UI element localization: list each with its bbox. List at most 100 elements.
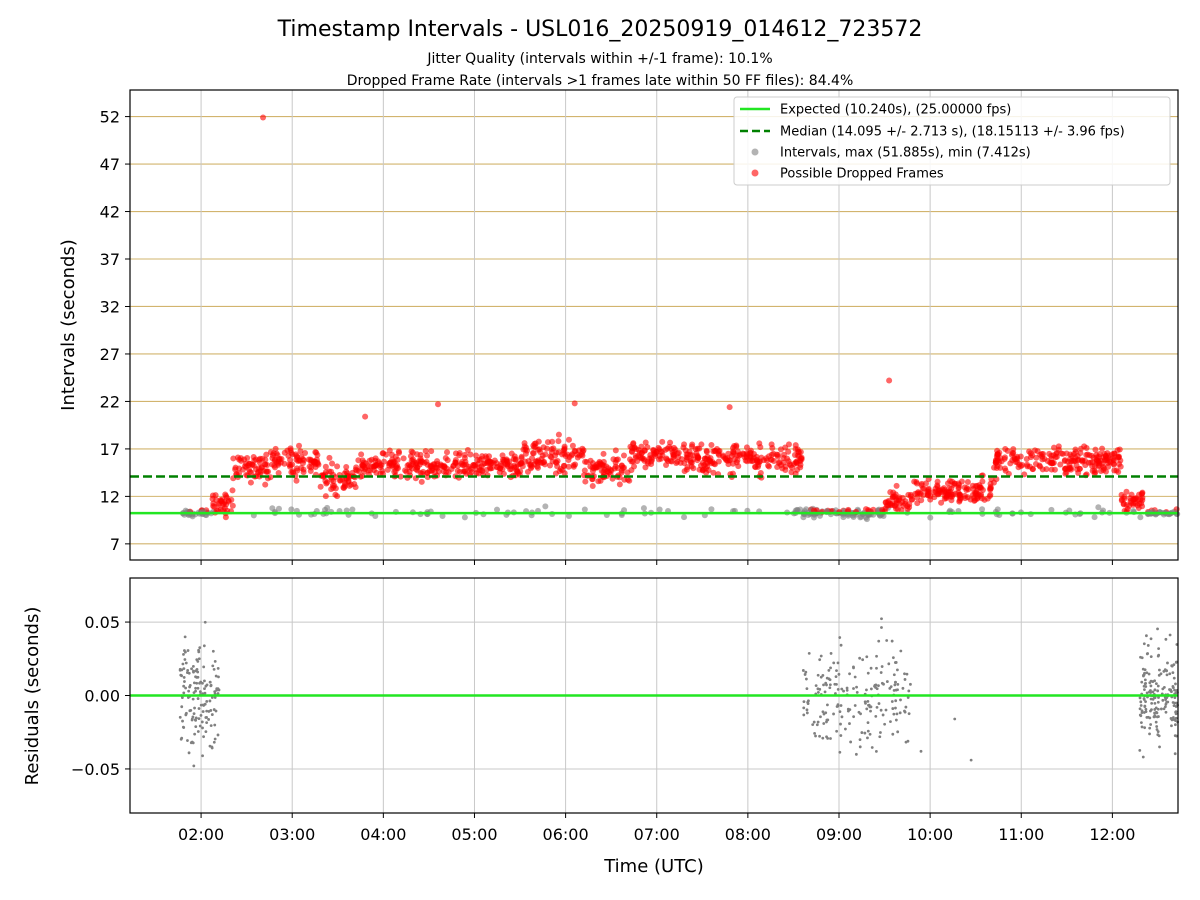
residual-point [883, 722, 887, 726]
dropped-frame-point [372, 462, 379, 469]
dropped-frame-point [1039, 456, 1046, 463]
residual-point [825, 720, 828, 724]
dropped-frame-point [414, 467, 421, 474]
dropped-frame-point [668, 458, 675, 465]
residual-point [1146, 644, 1150, 647]
residual-point [855, 685, 858, 689]
residual-point [874, 686, 877, 689]
residual-point [1156, 707, 1160, 711]
residual-point [1172, 704, 1176, 708]
dropped-frame-point [534, 464, 541, 471]
dropped-frame-point [703, 448, 710, 455]
dropped-frame-point [1016, 461, 1023, 468]
residual-point [858, 656, 862, 660]
dropped-frame-point [222, 514, 229, 521]
dropped-frame-point [472, 466, 479, 473]
residual-point [899, 698, 902, 702]
dropped-frame-point [1074, 466, 1081, 473]
dropped-frame-point [777, 446, 784, 453]
dropped-frame-point [508, 450, 515, 457]
dropped-frame-point [944, 480, 951, 487]
residual-point [874, 749, 878, 753]
dropped-frame-point [326, 454, 333, 461]
dropped-frame-point [263, 468, 270, 475]
residual-point [823, 690, 827, 694]
interval-point [349, 506, 356, 513]
x-tick-label: 02:00 [178, 825, 224, 844]
residual-point [198, 724, 202, 728]
dropped-frame-point [409, 456, 416, 463]
dropped-frame-point [1101, 457, 1108, 464]
residual-point [188, 685, 192, 689]
residual-point [203, 691, 207, 695]
dropped-frame-point [638, 450, 645, 457]
residuals-points [178, 617, 1180, 768]
residual-point [818, 687, 822, 691]
residuals-y-ticks: 0.05 0.00 −0.05 [71, 613, 130, 779]
residual-point [838, 750, 842, 754]
residual-point [875, 654, 878, 658]
residual-point [183, 635, 187, 639]
residual-point [190, 740, 194, 744]
dropped-frame-point [555, 449, 562, 456]
interval-point [565, 513, 572, 520]
residual-point [203, 679, 206, 683]
residual-point [891, 707, 895, 710]
residual-point [1170, 664, 1174, 668]
dropped-frame-point [1139, 503, 1146, 510]
residual-point [1138, 748, 1142, 752]
residual-point [835, 705, 839, 708]
dropped-frame-point [462, 468, 469, 475]
residual-point [1144, 682, 1148, 685]
dropped-frame-point [614, 456, 621, 463]
dropped-frame-point [267, 474, 274, 481]
residual-point [1156, 684, 1160, 688]
residual-point [834, 692, 837, 695]
dropped-frame-point [743, 444, 750, 451]
residual-point [839, 734, 843, 737]
dropped-frame-point [435, 468, 442, 475]
dropped-frame-point [322, 493, 329, 500]
dropped-frame-point [616, 481, 623, 488]
residual-point [894, 661, 898, 664]
residual-point [1174, 712, 1178, 716]
dropped-frame-point [517, 460, 524, 467]
x-tick-label: 10:00 [907, 825, 953, 844]
residual-point [186, 669, 190, 672]
residual-point [882, 682, 885, 686]
dropped-frame-point [217, 506, 224, 513]
residual-point [863, 731, 867, 735]
x-axis-label: Time (UTC) [603, 856, 704, 877]
residual-point [828, 683, 832, 687]
interval-point [858, 513, 865, 520]
chart-subtitle-dropped: Dropped Frame Rate (intervals >1 frames … [347, 73, 854, 89]
dropped-frame-point [422, 448, 429, 455]
dropped-frame-point [887, 501, 894, 508]
residual-point [903, 678, 907, 681]
dropped-frame-point [302, 449, 309, 456]
dropped-frame-point [578, 451, 585, 458]
residual-point [1173, 688, 1176, 692]
residual-point [829, 737, 832, 740]
residual-point [1140, 711, 1144, 715]
residual-point [1142, 697, 1146, 700]
residuals-y-tick-label: 0.05 [84, 613, 120, 632]
residual-point [187, 751, 191, 755]
residual-point [1162, 669, 1166, 673]
residual-point [1145, 671, 1149, 675]
dropped-frame-point [240, 466, 247, 473]
dropped-frame-point [445, 469, 452, 476]
residual-point [213, 659, 217, 663]
residual-point [202, 735, 205, 739]
dropped-frame-point [418, 478, 425, 485]
dropped-frame-point [293, 477, 300, 484]
legend-entry: Median (14.095 +/- 2.713 s), (18.15113 +… [780, 125, 1125, 140]
residual-point [215, 688, 219, 692]
residual-point [181, 719, 184, 723]
dropped-frame-point [734, 457, 741, 464]
residual-point [1171, 671, 1175, 674]
dropped-frame-point [656, 456, 663, 463]
residual-point [887, 662, 891, 666]
residual-point [194, 686, 198, 690]
dropped-frame-point [938, 499, 945, 506]
